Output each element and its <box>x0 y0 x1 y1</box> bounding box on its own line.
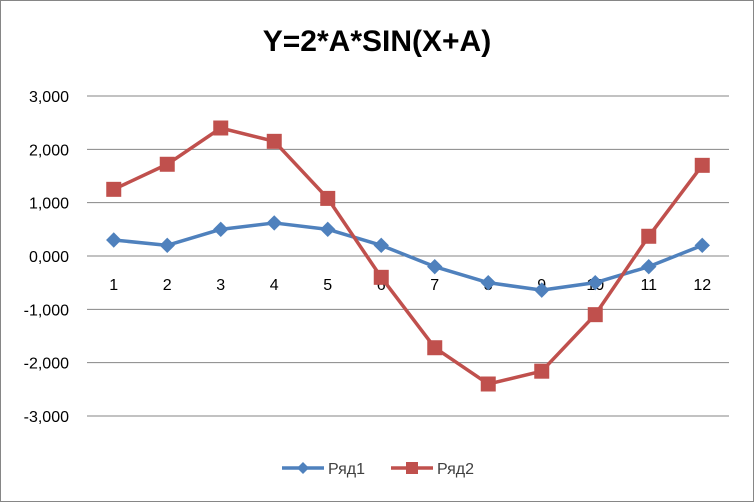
y-tick-label: 1,000 <box>29 196 69 213</box>
data-point <box>213 120 229 136</box>
data-point <box>587 274 603 291</box>
data-point <box>534 282 550 298</box>
y-tick-label: -2,000 <box>24 356 69 373</box>
x-tick-label: 12 <box>693 277 711 294</box>
y-tick-label: 0,000 <box>29 249 69 266</box>
chart-title: Y=2*A*SIN(X+A) <box>263 25 491 58</box>
x-tick-label: 7 <box>430 277 439 294</box>
series-2 <box>106 120 710 392</box>
x-tick-label: 11 <box>640 277 657 294</box>
series-line <box>113 221 703 292</box>
data-point <box>106 181 122 197</box>
legend-marker <box>297 462 309 474</box>
x-tick-label: 3 <box>216 277 225 294</box>
plot-area <box>106 120 710 392</box>
y-tick-label: 3,000 <box>29 89 69 106</box>
data-point <box>587 307 603 323</box>
y-tick-label: 2,000 <box>29 142 69 159</box>
x-tick-label: 6 <box>377 277 386 294</box>
data-point <box>480 274 496 291</box>
data-point <box>320 190 336 206</box>
y-tick-label: -3,000 <box>24 409 69 426</box>
y-tick-label: -1,000 <box>24 302 69 319</box>
data-point <box>694 237 710 254</box>
data-point <box>480 376 496 392</box>
data-point <box>213 221 229 238</box>
data-point <box>106 232 122 248</box>
x-tick-label: 2 <box>163 277 172 294</box>
legend-item: Ряд2 <box>391 461 474 478</box>
legend-marker <box>406 462 418 474</box>
legend-label: Ряд1 <box>328 461 365 478</box>
legend: Ряд1 Ряд2 <box>282 461 474 478</box>
legend-label: Ряд2 <box>437 461 474 478</box>
gridlines <box>87 95 729 417</box>
data-point <box>320 221 336 238</box>
y-axis: 3,000 2,000 1,000 0,000 -1,000 -2,000 -3,000 <box>24 89 69 426</box>
data-point <box>641 228 657 244</box>
data-point <box>427 258 443 275</box>
data-point <box>641 258 657 275</box>
x-tick-label: 4 <box>270 277 279 294</box>
series-1 <box>106 215 710 298</box>
data-point <box>266 133 282 149</box>
data-point <box>373 237 389 254</box>
x-tick-label: 5 <box>323 277 332 294</box>
data-point <box>266 215 282 231</box>
data-point <box>159 237 175 254</box>
data-point <box>427 340 443 356</box>
data-point <box>373 269 389 285</box>
data-point <box>694 157 710 173</box>
legend-item: Ряд1 <box>282 461 365 478</box>
series-line <box>113 126 704 386</box>
data-point <box>159 156 175 172</box>
data-point <box>534 363 550 379</box>
x-tick-label: 1 <box>109 277 118 294</box>
